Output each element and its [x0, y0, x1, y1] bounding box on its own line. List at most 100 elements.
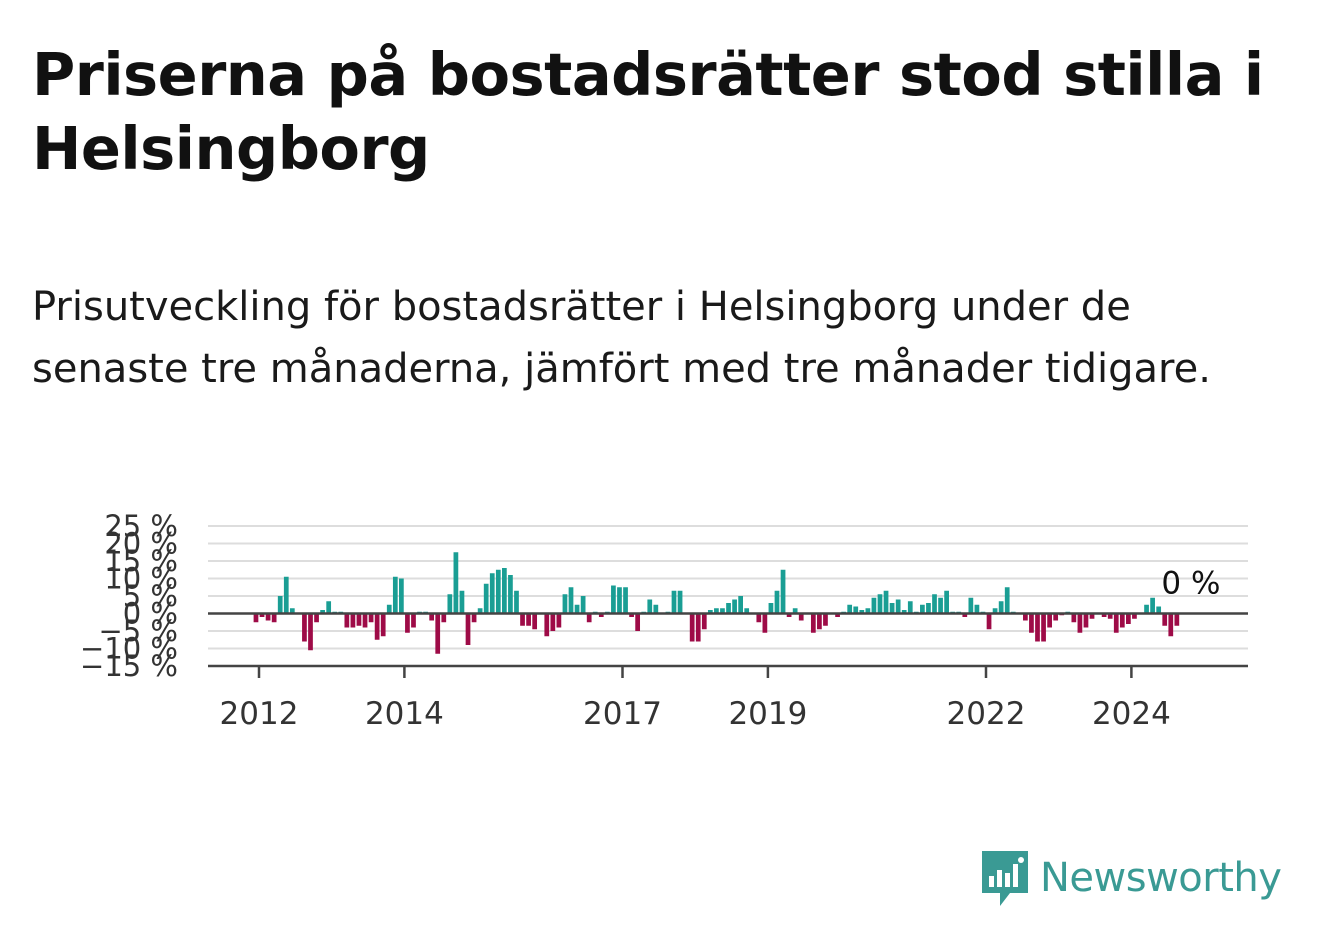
bar	[986, 613, 992, 630]
x-axis-labels: 2012 2014 2017 2019 2022 2024	[220, 696, 1171, 732]
y-tick-label: 5 %	[123, 579, 178, 613]
bar	[392, 576, 398, 614]
bar	[495, 569, 501, 614]
bar	[817, 613, 822, 630]
x-tick-label: 2014	[365, 696, 444, 732]
bar	[556, 613, 562, 628]
bar	[689, 613, 695, 642]
bar	[1113, 613, 1119, 633]
bar	[508, 575, 513, 614]
bar	[695, 613, 701, 642]
bar	[701, 613, 707, 630]
bar	[314, 613, 319, 623]
bar	[344, 613, 350, 628]
bar	[362, 613, 368, 628]
bar	[847, 604, 853, 614]
bar	[617, 587, 622, 614]
bar	[1089, 613, 1095, 619]
bar	[738, 596, 743, 614]
last-value-label: 0 %	[1161, 566, 1220, 602]
bar	[726, 603, 731, 614]
bar	[895, 599, 901, 614]
bar	[611, 585, 616, 614]
bar	[889, 603, 895, 614]
bar	[574, 604, 580, 614]
bar	[926, 603, 931, 614]
bar	[1083, 613, 1089, 628]
bar	[732, 599, 737, 614]
bar	[386, 604, 392, 614]
y-tick-label: 15 %	[104, 544, 178, 578]
bar	[550, 613, 556, 631]
bar	[974, 604, 980, 614]
bar	[532, 613, 538, 630]
x-tick-label: 2022	[947, 696, 1026, 732]
bar	[835, 613, 840, 617]
bar	[277, 596, 283, 614]
bar	[647, 599, 653, 614]
bar	[653, 604, 659, 614]
bar	[544, 613, 550, 637]
bar	[762, 613, 768, 633]
bar	[1053, 613, 1059, 621]
bar	[1119, 613, 1125, 628]
bar	[356, 613, 362, 626]
bar	[502, 568, 507, 614]
bar	[823, 613, 828, 626]
bar	[1107, 613, 1113, 619]
gridlines	[208, 525, 1248, 650]
bar	[883, 590, 889, 614]
bar	[1023, 613, 1028, 621]
bars	[253, 552, 1180, 654]
bar	[907, 601, 913, 614]
bar	[1077, 613, 1083, 633]
y-tick-label: −10 %	[80, 632, 178, 666]
bar	[411, 613, 416, 628]
bar	[992, 608, 998, 614]
bar	[1174, 613, 1180, 626]
bar	[405, 613, 410, 633]
x-tick-label: 2017	[583, 696, 662, 732]
bar	[368, 613, 374, 623]
bar	[901, 610, 907, 614]
bar	[459, 590, 465, 614]
bar	[756, 613, 762, 623]
bar	[877, 594, 883, 614]
y-tick-label: 20 %	[104, 527, 178, 561]
bar	[302, 613, 307, 642]
bar	[562, 594, 568, 614]
x-tick-label: 2012	[220, 696, 299, 732]
bar	[786, 613, 792, 617]
bar	[447, 594, 453, 614]
bar	[483, 583, 489, 614]
bar	[865, 608, 871, 614]
bar	[320, 610, 325, 614]
bar	[283, 576, 289, 614]
bar	[768, 603, 774, 614]
bar	[374, 613, 380, 640]
bar	[1150, 597, 1155, 614]
bar	[774, 590, 780, 614]
bar	[471, 613, 477, 623]
bar	[871, 597, 877, 614]
bar	[1156, 606, 1162, 614]
bar	[1029, 613, 1034, 633]
bar	[580, 596, 586, 614]
bar	[453, 552, 459, 614]
bar-chart: −15 %−10 %−5 %0 %5 %10 %15 %20 %25 % 201…	[80, 509, 1248, 732]
x-tick-label: 2024	[1092, 696, 1171, 732]
bar	[326, 601, 332, 614]
chart-title: Priserna på bostadsrätter stod stilla i …	[32, 40, 1264, 183]
bar	[435, 613, 441, 654]
bar	[1041, 613, 1046, 642]
bar	[671, 590, 677, 614]
bar	[720, 608, 725, 614]
bar	[1101, 613, 1107, 617]
bar	[932, 594, 937, 614]
y-tick-label: −15 %	[80, 649, 178, 683]
axes	[208, 612, 1248, 678]
bar	[350, 613, 356, 628]
bar	[792, 608, 798, 614]
bar	[944, 590, 949, 614]
bar	[635, 613, 641, 631]
